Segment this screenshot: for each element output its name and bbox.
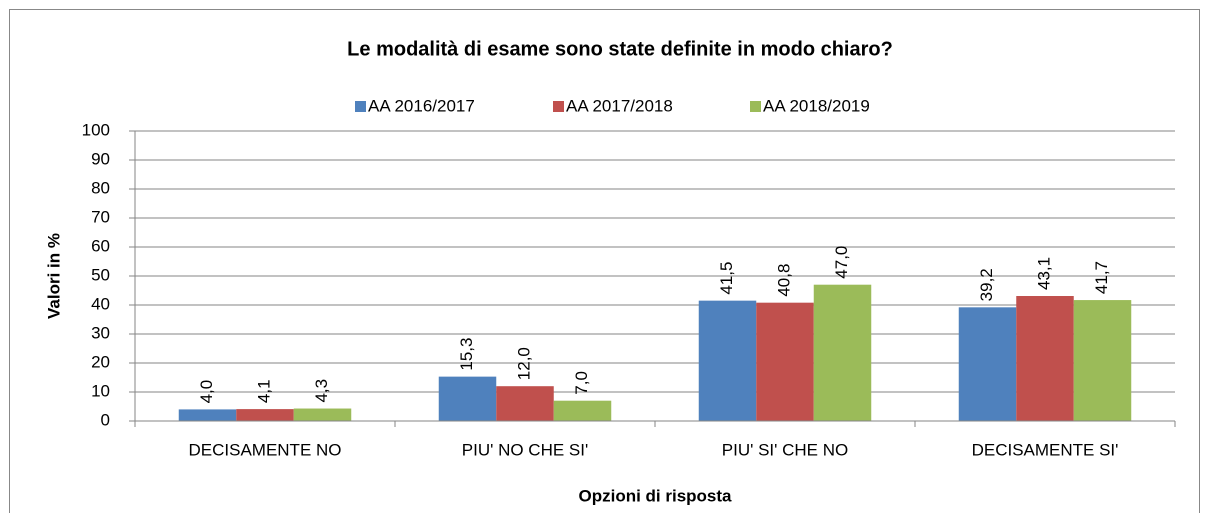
bar bbox=[178, 409, 237, 421]
y-tick-label: 30 bbox=[91, 323, 110, 342]
bar bbox=[698, 300, 757, 421]
legend-label: AA 2017/2018 bbox=[566, 96, 673, 115]
legend-swatch bbox=[750, 101, 761, 112]
y-axis-title: Valori in % bbox=[44, 233, 63, 319]
y-tick-label: 60 bbox=[91, 236, 110, 255]
bar bbox=[496, 386, 554, 421]
value-label: 12,0 bbox=[514, 347, 533, 380]
value-label: 39,2 bbox=[977, 268, 996, 301]
bar bbox=[553, 400, 612, 421]
x-axis-title: Opzioni di risposta bbox=[578, 486, 732, 505]
bar bbox=[756, 302, 814, 421]
value-label: 7,0 bbox=[572, 371, 591, 395]
bar bbox=[438, 376, 497, 421]
x-tick-label: DECISAMENTE SI' bbox=[972, 440, 1119, 459]
value-label: 41,5 bbox=[717, 262, 736, 295]
y-tick-label: 90 bbox=[91, 149, 110, 168]
x-tick-label: PIU' NO CHE SI' bbox=[462, 440, 588, 459]
bar bbox=[1073, 300, 1132, 421]
legend-label: AA 2016/2017 bbox=[368, 96, 475, 115]
value-label: 41,7 bbox=[1092, 261, 1111, 294]
x-tick-label: PIU' SI' CHE NO bbox=[722, 440, 848, 459]
bar bbox=[293, 408, 352, 421]
y-tick-label: 100 bbox=[82, 120, 110, 139]
chart-title: Le modalità di esame sono state definite… bbox=[347, 38, 893, 60]
value-label: 4,0 bbox=[197, 380, 216, 404]
value-label: 4,3 bbox=[312, 379, 331, 403]
y-tick-label: 20 bbox=[91, 352, 110, 371]
y-tick-label: 70 bbox=[91, 207, 110, 226]
y-tick-label: 40 bbox=[91, 294, 110, 313]
value-label: 15,3 bbox=[457, 338, 476, 371]
bar bbox=[1016, 296, 1074, 421]
bar bbox=[813, 284, 872, 421]
value-label: 43,1 bbox=[1034, 257, 1053, 290]
value-label: 47,0 bbox=[832, 246, 851, 279]
legend-swatch bbox=[553, 101, 564, 112]
y-tick-label: 80 bbox=[91, 178, 110, 197]
legend-swatch bbox=[355, 101, 366, 112]
value-label: 40,8 bbox=[774, 264, 793, 297]
value-label: 4,1 bbox=[254, 379, 273, 403]
y-tick-label: 10 bbox=[91, 381, 110, 400]
chart-frame bbox=[9, 9, 1200, 513]
y-tick-label: 0 bbox=[101, 410, 110, 429]
y-tick-label: 50 bbox=[91, 265, 110, 284]
x-tick-label: DECISAMENTE NO bbox=[188, 440, 341, 459]
bar bbox=[236, 409, 294, 421]
legend-label: AA 2018/2019 bbox=[763, 96, 870, 115]
bar bbox=[958, 307, 1017, 421]
